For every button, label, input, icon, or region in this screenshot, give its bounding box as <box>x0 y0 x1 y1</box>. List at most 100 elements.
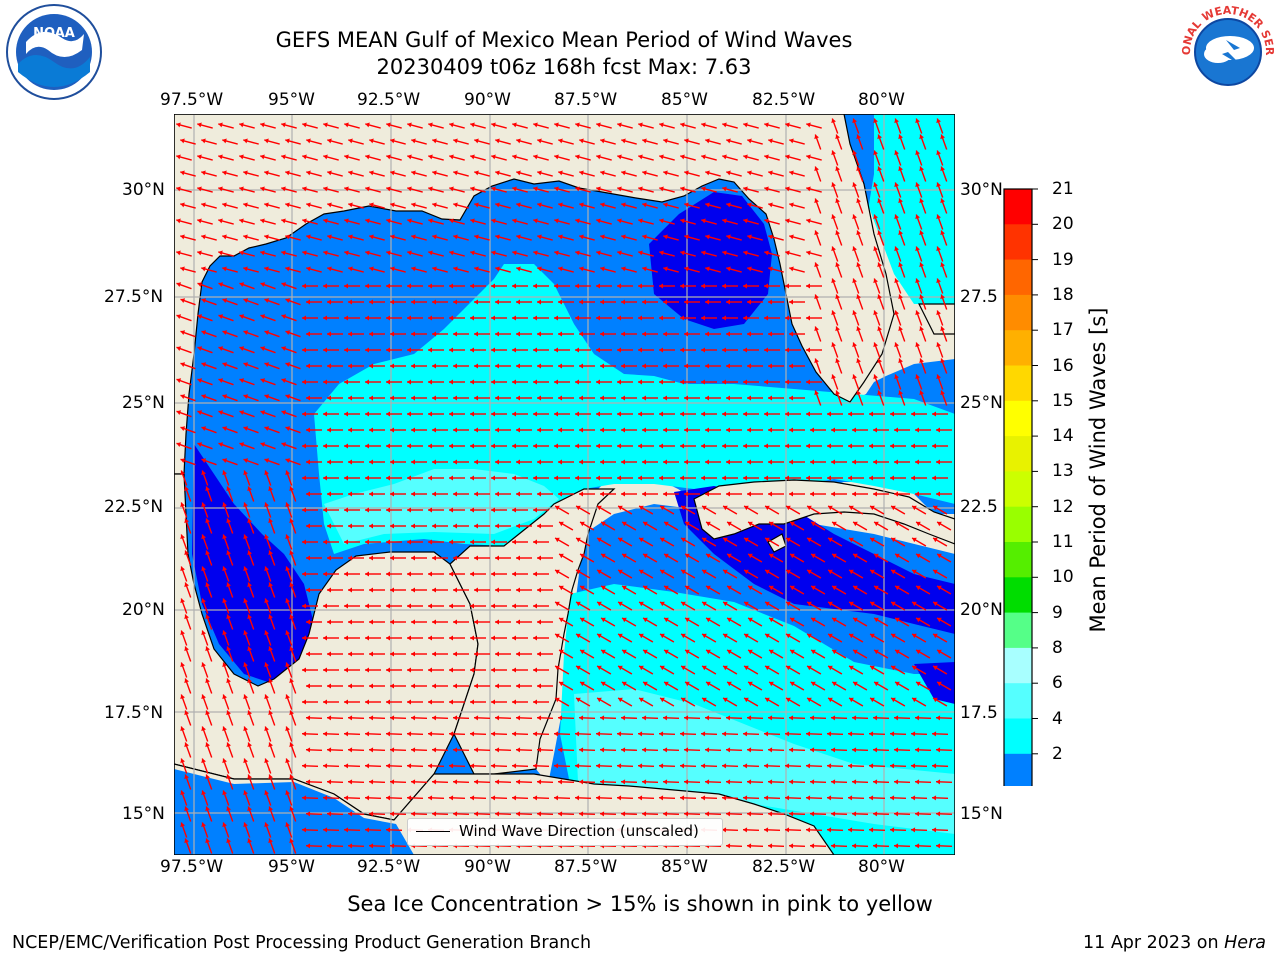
wind-wave-arrow-head <box>323 699 327 705</box>
wind-wave-arrow-head <box>558 266 563 272</box>
colorbar-swatch <box>1004 753 1032 786</box>
wind-wave-arrow-head <box>348 555 352 561</box>
wind-wave-arrow-head <box>617 315 621 321</box>
wind-wave-arrow-head <box>768 811 773 817</box>
wind-wave-arrow-head <box>184 678 189 684</box>
wind-wave-arrow-head <box>348 523 352 529</box>
wind-wave-arrow-head <box>911 763 916 769</box>
wind-wave-arrow-head <box>596 283 600 289</box>
wind-wave-arrow-head <box>289 806 294 812</box>
colorbar-tick-label: 12 <box>1052 496 1074 517</box>
wind-wave-arrow-head <box>537 651 541 657</box>
wind-wave-arrow-head <box>512 635 516 641</box>
wind-wave-arrow-head <box>281 314 287 319</box>
wind-wave-arrow-head <box>807 633 812 639</box>
wind-wave-arrow-head <box>428 379 432 385</box>
wind-wave-arrow-head <box>722 218 727 224</box>
wind-wave-arrow-head <box>516 395 520 401</box>
wind-wave-arrow-head <box>873 459 877 465</box>
wind-wave-arrow-head <box>407 250 412 256</box>
wind-wave-arrow-head <box>306 683 310 689</box>
wind-wave-arrow-head <box>681 601 686 607</box>
wind-wave-arrow-head <box>768 299 772 305</box>
wind-wave-arrow-head <box>365 635 369 641</box>
wind-wave-arrow-head <box>537 779 542 785</box>
wind-wave-arrow-head <box>601 649 606 655</box>
wind-wave-arrow-head <box>810 715 815 721</box>
wind-wave-arrow-head <box>663 779 668 785</box>
wind-wave-arrow-head <box>554 347 558 353</box>
wind-wave-arrow-head <box>915 310 920 316</box>
wind-wave-arrow-head <box>579 747 584 753</box>
wind-wave-arrow-head <box>537 234 542 240</box>
wind-wave-arrow-head <box>806 475 810 481</box>
wind-wave-arrow-head <box>786 697 791 703</box>
wind-wave-arrow-head <box>512 218 517 224</box>
wind-wave-arrow-head <box>449 154 454 160</box>
y-tick-right: 22.5 <box>960 497 998 517</box>
wind-wave-arrow-head <box>302 122 307 128</box>
wind-wave-arrow-head <box>937 553 942 559</box>
wind-wave-arrow-head <box>247 838 252 844</box>
wind-wave-arrow-head <box>533 571 537 577</box>
wind-wave-arrow-head <box>827 763 832 769</box>
wind-wave-arrow-head <box>533 635 537 641</box>
wind-wave-arrow-head <box>601 617 606 623</box>
wind-wave-arrow-head <box>684 395 688 401</box>
wind-wave-arrow-head <box>390 811 395 817</box>
wind-wave-arrow-head <box>744 697 749 703</box>
wind-wave-arrow-head <box>936 811 941 817</box>
wind-wave-arrow-head <box>579 266 584 272</box>
wind-wave-arrow-head <box>579 138 584 144</box>
wind-wave-arrow-head <box>576 665 581 671</box>
wind-wave-arrow-head <box>852 747 857 753</box>
wind-wave-arrow-head <box>184 518 189 524</box>
wind-wave-arrow-head <box>705 202 710 208</box>
wind-wave-arrow-head <box>533 154 538 160</box>
wind-wave-arrow-head <box>849 665 854 671</box>
colorbar-tick-label: 14 <box>1052 426 1074 447</box>
wind-wave-arrow-head <box>685 617 690 623</box>
wind-wave-arrow-head <box>932 731 937 737</box>
wind-wave-arrow-head <box>365 379 369 385</box>
wind-wave-arrow-head <box>264 298 270 303</box>
wind-wave-arrow-head <box>302 379 306 385</box>
wind-wave-arrow-head <box>559 617 564 623</box>
wind-wave-arrow-head <box>302 731 307 737</box>
wind-wave-arrow-head <box>428 218 433 224</box>
wind-wave-arrow-head <box>407 603 411 609</box>
wind-wave-arrow-head <box>491 218 496 224</box>
wind-wave-arrow-head <box>814 134 819 140</box>
wind-wave-arrow-head <box>912 537 917 543</box>
wind-wave-arrow-head <box>302 154 307 160</box>
wind-wave-arrow-head <box>491 731 496 737</box>
wind-wave-arrow-head <box>681 633 686 639</box>
wind-wave-arrow-head <box>176 378 182 383</box>
wind-wave-arrow-head <box>919 358 924 364</box>
wind-wave-arrow-head <box>344 763 349 769</box>
wind-wave-arrow-head <box>512 763 517 769</box>
wind-wave-arrow-head <box>348 234 353 240</box>
wind-wave-arrow-head <box>348 811 353 817</box>
wind-wave-arrow-head <box>428 507 432 513</box>
wind-wave-arrow-head <box>555 569 560 575</box>
wind-wave-arrow-head <box>726 491 730 497</box>
wind-wave-arrow-head <box>222 362 228 367</box>
wind-wave-arrow-head <box>453 555 457 561</box>
wind-wave-arrow-head <box>898 198 903 204</box>
colorbar-swatch <box>1004 718 1032 755</box>
wind-wave-arrow-head <box>726 427 730 433</box>
wind-wave-arrow-head <box>933 601 938 607</box>
wind-wave-arrow-head <box>580 649 585 655</box>
wind-wave-arrow-head <box>407 379 411 385</box>
colorbar-swatch <box>1004 224 1032 261</box>
wind-wave-arrow-head <box>264 502 269 508</box>
wind-wave-arrow-head <box>874 649 879 655</box>
wind-wave-arrow-head <box>765 601 770 607</box>
wind-wave-arrow-head <box>848 795 853 801</box>
wind-wave-arrow-head <box>285 822 290 828</box>
wind-wave-arrow-head <box>723 665 728 671</box>
wind-wave-arrow-head <box>176 346 182 351</box>
wind-wave-arrow-head <box>226 646 231 652</box>
wind-wave-arrow-head <box>705 234 710 240</box>
